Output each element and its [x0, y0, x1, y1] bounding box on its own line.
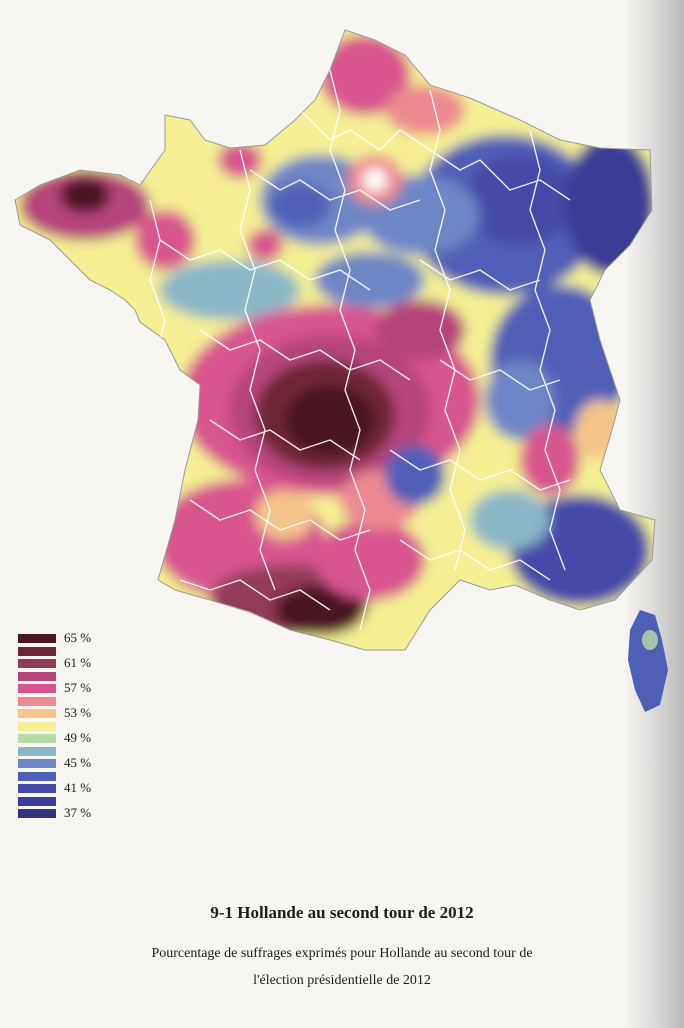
legend-label: 61 % [64, 655, 92, 670]
legend-item: 57 % [18, 680, 118, 695]
legend-item [18, 671, 118, 681]
legend-swatch [18, 734, 56, 743]
france-choropleth-map [14, 29, 668, 712]
legend-swatch [18, 659, 56, 668]
figure-title: 9-1 Hollande au second tour de 2012 [210, 903, 474, 922]
legend-item: 65 % [18, 630, 118, 645]
legend-swatch [18, 759, 56, 768]
legend-swatch [18, 809, 56, 818]
legend-swatch [18, 784, 56, 793]
legend-swatch [18, 771, 56, 781]
figure-subtitle-line1: Pourcentage de suffrages exprimés pour H… [151, 946, 533, 961]
vote-share-surface [15, 30, 655, 650]
legend-item [18, 796, 118, 806]
legend-swatch [18, 634, 56, 643]
legend-swatch [18, 684, 56, 693]
legend-swatch [18, 746, 56, 756]
legend-item: 49 % [18, 730, 118, 745]
legend-item: 61 % [18, 655, 118, 670]
legend-label: 53 % [64, 705, 92, 720]
corsica [628, 610, 668, 712]
legend-item: 41 % [18, 780, 118, 795]
legend-label: 65 % [64, 630, 92, 645]
department-boundaries [149, 69, 571, 631]
legend-swatch [18, 646, 56, 656]
legend-swatch [18, 696, 56, 706]
legend-label: 37 % [64, 805, 92, 820]
legend-item [18, 746, 118, 756]
legend-item [18, 771, 118, 781]
legend-item: 37 % [18, 805, 118, 820]
legend-item [18, 646, 118, 656]
legend-item: 53 % [18, 705, 118, 720]
legend-swatch [18, 709, 56, 718]
legend-label: 45 % [64, 755, 92, 770]
legend-swatch [18, 721, 56, 731]
legend-item [18, 696, 118, 706]
legend-label: 57 % [64, 680, 92, 695]
legend-label: 41 % [64, 780, 92, 795]
france-outline [14, 29, 656, 651]
legend-item: 45 % [18, 755, 118, 770]
legend-swatch [18, 671, 56, 681]
legend-item [18, 721, 118, 731]
figure-subtitle-line2: l'élection présidentielle de 2012 [253, 973, 431, 988]
legend-swatch [18, 796, 56, 806]
legend-label: 49 % [64, 730, 92, 745]
